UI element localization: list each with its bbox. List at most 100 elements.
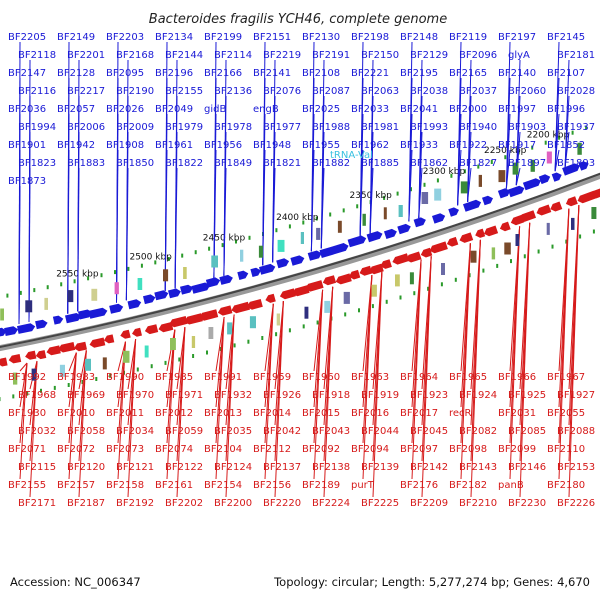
- reverse-gene-label: BF1983: [57, 372, 95, 383]
- forward-gene-arrow: [497, 188, 511, 199]
- forward-leader-line: [515, 131, 521, 186]
- genome-title: Bacteroides fragilis YCH46, complete gen…: [149, 12, 447, 27]
- reverse-gene-label: BF1991: [204, 372, 242, 383]
- reverse-gene-arrow: [519, 210, 536, 222]
- reverse-gene-label: BF2200: [214, 498, 252, 509]
- feature-box: [240, 249, 244, 262]
- forward-gene-arrow: [366, 231, 383, 243]
- reverse-gene-label: BF2209: [410, 498, 448, 509]
- forward-gene-label: BF2134: [155, 32, 193, 43]
- reverse-leader-line: [568, 204, 580, 498]
- forward-gene-arrow: [237, 270, 249, 280]
- scale-dot: [181, 253, 184, 258]
- scale-dot: [358, 308, 360, 313]
- forward-gene-label: BF1979: [165, 122, 203, 133]
- forward-gene-arrow: [347, 235, 367, 248]
- forward-gene-label: BF2049: [155, 104, 193, 115]
- reverse-gene-label: BF2058: [67, 426, 105, 437]
- reverse-gene-label: BF2045: [410, 426, 448, 437]
- reverse-gene-arrow: [35, 350, 47, 360]
- feature-box: [163, 269, 169, 282]
- forward-gene-arrow: [78, 309, 93, 320]
- scale-dot: [537, 249, 540, 254]
- reverse-gene-label: BF2225: [361, 498, 399, 509]
- forward-gene-label: gidB: [204, 104, 226, 115]
- scale-dot: [551, 244, 554, 249]
- scale-dot: [558, 135, 561, 140]
- reverse-leader-line: [421, 256, 432, 498]
- reverse-gene-arrow: [348, 269, 361, 280]
- scale-dot: [316, 320, 319, 325]
- scale-dot: [385, 299, 388, 304]
- forward-leader-line: [515, 167, 521, 186]
- forward-gene-arrow: [143, 294, 156, 305]
- forward-gene-arrow: [463, 199, 482, 212]
- forward-gene-label: BF2195: [400, 68, 438, 79]
- feature-box: [478, 174, 482, 187]
- reverse-gene-label: BF2043: [312, 426, 350, 437]
- scale-dot: [12, 394, 15, 399]
- feature-box: [316, 227, 321, 240]
- scale-dot: [454, 277, 457, 282]
- feature-box: [258, 245, 263, 258]
- scale-dot: [0, 397, 1, 402]
- forward-leader-line: [77, 167, 80, 312]
- genome-stats-text: Topology: circular; Length: 5,277,274 bp…: [273, 575, 590, 589]
- reverse-gene-arrow: [499, 221, 511, 232]
- rna-label: tRNA-Val: [330, 150, 373, 161]
- reverse-gene-arrow: [550, 201, 563, 212]
- forward-gene-label: BF1981: [361, 122, 399, 133]
- reverse-gene-arrow: [279, 288, 296, 300]
- scale-dot: [109, 373, 112, 378]
- scale-dot: [371, 304, 374, 309]
- scale-dot: [544, 140, 547, 145]
- forward-gene-label: BF1873: [8, 176, 46, 187]
- reverse-leader-line: [78, 350, 87, 498]
- forward-gene-label: BF2096: [459, 50, 497, 61]
- reverse-leader-line: [78, 350, 87, 390]
- forward-gene-arrow: [319, 246, 337, 258]
- scale-dot: [95, 377, 98, 381]
- forward-gene-label: BF1962: [351, 140, 389, 151]
- reverse-gene-arrow: [380, 259, 392, 269]
- scale-dot: [585, 125, 588, 130]
- forward-gene-label: BF1897: [508, 158, 546, 169]
- reverse-gene-label: BF1968: [18, 390, 56, 401]
- forward-gene-label: engB: [253, 104, 279, 115]
- reverse-gene-label: BF2035: [214, 426, 252, 437]
- forward-gene-label: BF1955: [302, 140, 340, 151]
- scale-dot: [410, 187, 412, 192]
- scale-dot: [178, 357, 181, 362]
- scale-dot: [427, 286, 430, 291]
- reverse-gene-label: BF1959: [253, 372, 291, 383]
- scale-dot: [496, 263, 499, 268]
- reverse-gene-arrow: [335, 273, 352, 285]
- reverse-gene-label: BF2097: [400, 444, 438, 455]
- reverse-gene-arrow: [591, 188, 600, 199]
- forward-gene-label: BF2147: [8, 68, 46, 79]
- scale-dot: [73, 279, 76, 284]
- forward-gene-arrow: [219, 274, 233, 285]
- scale-dot: [206, 350, 208, 355]
- reverse-gene-label: BF2180: [547, 480, 585, 491]
- feature-box: [191, 336, 196, 348]
- feature-box: [371, 284, 377, 297]
- scale-dot: [436, 178, 439, 183]
- forward-gene-label: BF2025: [302, 104, 340, 115]
- forward-gene-label: BF2144: [165, 50, 203, 61]
- reverse-gene-label: BF2226: [557, 498, 595, 509]
- reverse-gene-label: BF2014: [253, 408, 291, 419]
- reverse-gene-label: BF1964: [400, 372, 438, 383]
- scale-dot: [208, 246, 211, 251]
- forward-gene-arrow: [482, 195, 493, 206]
- forward-gene-arrow: [180, 284, 194, 295]
- reverse-gene-label: BF2189: [302, 480, 340, 491]
- forward-gene-label: BF1908: [106, 140, 144, 151]
- forward-gene-label: BF2041: [400, 104, 438, 115]
- forward-gene-label: BF2190: [116, 86, 154, 97]
- reverse-gene-label: BF2187: [67, 498, 105, 509]
- reverse-leader-line: [19, 362, 28, 480]
- reverse-gene-label: BF2032: [18, 426, 56, 437]
- feature-box: [491, 247, 496, 260]
- scale-dot: [248, 235, 251, 240]
